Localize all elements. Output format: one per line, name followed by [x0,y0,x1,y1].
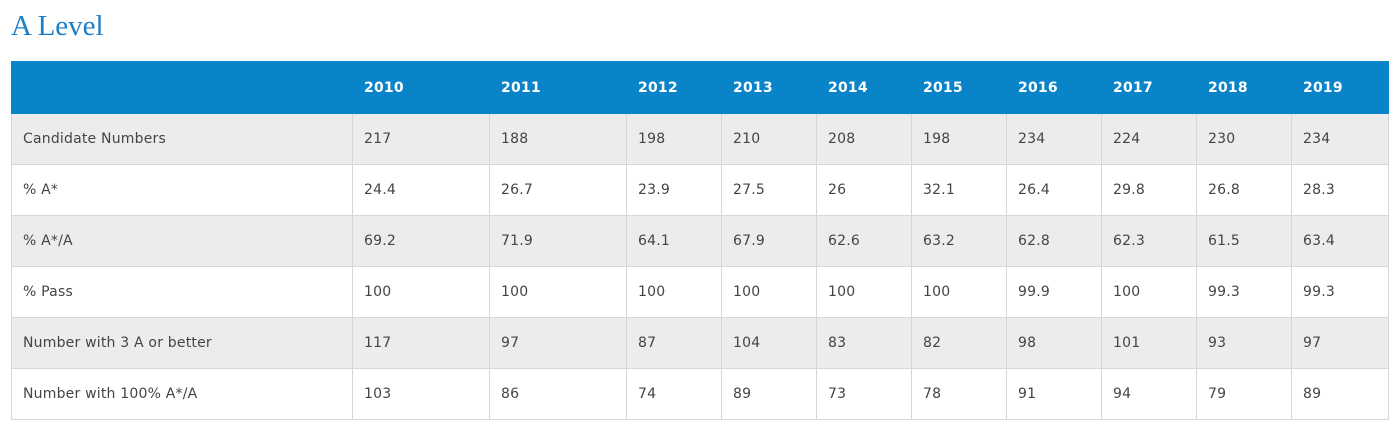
header-cell: 2010 [352,61,490,114]
table-cell: 97 [489,317,627,369]
header-cell: 2013 [721,61,817,114]
table-cell: 99.9 [1006,266,1102,318]
table-cell: 64.1 [626,215,722,267]
table-row: % A* 24.4 26.7 23.9 27.5 26 32.1 26.4 29… [11,164,1389,216]
header-cell: 2019 [1291,61,1389,114]
table-cell: 89 [721,368,817,420]
row-label: Number with 3 A or better [11,317,353,369]
table-cell: 87 [626,317,722,369]
table-cell: 104 [721,317,817,369]
table-cell: 78 [911,368,1007,420]
table-cell: 93 [1196,317,1292,369]
table-cell: 63.2 [911,215,1007,267]
table-row: % A*/A 69.2 71.9 64.1 67.9 62.6 63.2 62.… [11,215,1389,267]
row-label: Candidate Numbers [11,113,353,165]
table-cell: 86 [489,368,627,420]
table-cell: 234 [1006,113,1102,165]
table-cell: 91 [1006,368,1102,420]
table-cell: 234 [1291,113,1389,165]
results-table: 2010 2011 2012 2013 2014 2015 2016 2017 … [11,61,1389,420]
table-cell: 63.4 [1291,215,1389,267]
table-cell: 82 [911,317,1007,369]
table-cell: 98 [1006,317,1102,369]
table-cell: 99.3 [1291,266,1389,318]
table-cell: 100 [626,266,722,318]
header-cell: 2015 [911,61,1007,114]
table-cell: 26.4 [1006,164,1102,216]
page-title: A Level [11,10,104,42]
row-label: % A*/A [11,215,353,267]
table-cell: 67.9 [721,215,817,267]
table-cell: 100 [1101,266,1197,318]
header-row: 2010 2011 2012 2013 2014 2015 2016 2017 … [11,61,1389,114]
table-cell: 26 [816,164,912,216]
row-label: % Pass [11,266,353,318]
table-cell: 24.4 [352,164,490,216]
table-cell: 26.8 [1196,164,1292,216]
table-cell: 61.5 [1196,215,1292,267]
table-cell: 230 [1196,113,1292,165]
table-cell: 89 [1291,368,1389,420]
table-row: Number with 3 A or better 117 97 87 104 … [11,317,1389,369]
table-cell: 23.9 [626,164,722,216]
table-cell: 97 [1291,317,1389,369]
table-cell: 62.3 [1101,215,1197,267]
table-cell: 71.9 [489,215,627,267]
table-row: Candidate Numbers 217 188 198 210 208 19… [11,113,1389,165]
row-label: % A* [11,164,353,216]
table-cell: 29.8 [1101,164,1197,216]
header-cell: 2016 [1006,61,1102,114]
table-cell: 198 [626,113,722,165]
table-cell: 62.6 [816,215,912,267]
table-cell: 100 [721,266,817,318]
header-cell: 2014 [816,61,912,114]
row-label: Number with 100% A*/A [11,368,353,420]
table-cell: 117 [352,317,490,369]
header-cell: 2012 [626,61,722,114]
table-cell: 28.3 [1291,164,1389,216]
table-cell: 208 [816,113,912,165]
table-cell: 217 [352,113,490,165]
table-cell: 74 [626,368,722,420]
table-cell: 73 [816,368,912,420]
table-cell: 79 [1196,368,1292,420]
header-cell [11,61,353,114]
table-cell: 32.1 [911,164,1007,216]
header-cell: 2017 [1101,61,1197,114]
table-cell: 69.2 [352,215,490,267]
table-cell: 27.5 [721,164,817,216]
table-cell: 198 [911,113,1007,165]
table-row: Number with 100% A*/A 103 86 74 89 73 78… [11,368,1389,420]
header-cell: 2011 [489,61,627,114]
table-cell: 100 [489,266,627,318]
table-row: % Pass 100 100 100 100 100 100 99.9 100 … [11,266,1389,318]
header-cell: 2018 [1196,61,1292,114]
table-cell: 188 [489,113,627,165]
table-cell: 210 [721,113,817,165]
table-cell: 100 [352,266,490,318]
table-cell: 101 [1101,317,1197,369]
table-cell: 62.8 [1006,215,1102,267]
table-cell: 99.3 [1196,266,1292,318]
table-cell: 94 [1101,368,1197,420]
table-cell: 83 [816,317,912,369]
table-cell: 103 [352,368,490,420]
table-cell: 26.7 [489,164,627,216]
table-cell: 224 [1101,113,1197,165]
table-cell: 100 [911,266,1007,318]
table-cell: 100 [816,266,912,318]
